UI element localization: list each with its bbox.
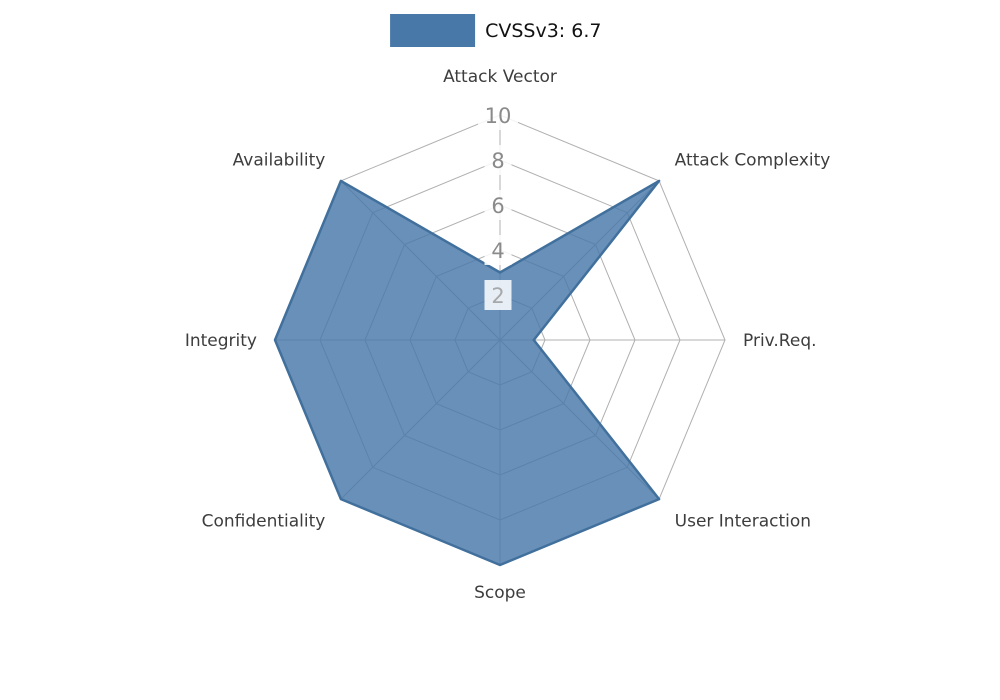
tick-label-box bbox=[478, 100, 518, 130]
tick-label: 2 bbox=[491, 284, 504, 308]
data-polygon bbox=[273, 179, 661, 567]
axis-label-priv-req: Priv.Req. bbox=[743, 331, 817, 351]
tick-label: 8 bbox=[491, 149, 504, 173]
axis-label-scope: Scope bbox=[474, 583, 526, 603]
axis-label-user-interaction: User Interaction bbox=[675, 512, 811, 532]
tick-label: 4 bbox=[491, 239, 504, 263]
tick-label-box bbox=[484, 235, 512, 265]
legend-swatch bbox=[390, 14, 476, 47]
axis-label-availability: Availability bbox=[233, 150, 326, 170]
tick-label-box bbox=[484, 145, 512, 175]
axis-label-integrity: Integrity bbox=[185, 331, 257, 351]
tick-label: 10 bbox=[485, 104, 512, 128]
axis-label-attack-complexity: Attack Complexity bbox=[675, 150, 831, 170]
tick-label-box bbox=[484, 280, 512, 310]
tick-label: 6 bbox=[491, 194, 504, 218]
legend-label: CVSSv3: 6.7 bbox=[485, 19, 602, 42]
axis-label-confidentiality: Confidentiality bbox=[202, 512, 326, 532]
chart-legend: CVSSv3: 6.7 bbox=[390, 14, 601, 47]
tick-label-box bbox=[484, 190, 512, 220]
axis-label-attack-vector: Attack Vector bbox=[443, 67, 557, 87]
